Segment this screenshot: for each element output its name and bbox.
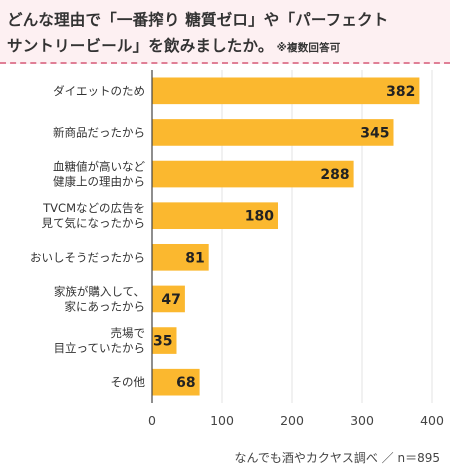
chart-title-line-1: どんな理由で「一番搾り 糖質ゼロ」や「パーフェクト — [7, 11, 389, 29]
category-label-6-line-2: 家にあったから — [65, 299, 146, 313]
bar-6 — [152, 285, 185, 313]
bar-2 — [152, 119, 394, 146]
category-label-7-line-1: 売場で — [111, 326, 146, 340]
category-label-3-line-1: 血糖値が高いなど — [53, 160, 145, 174]
bar-5 — [152, 243, 209, 271]
x-tick-label-300: 300 — [350, 413, 374, 428]
data-label-8: 68 — [176, 375, 195, 391]
chart-title-line-2-text: サントリービール」を飲みましたか。 — [7, 37, 274, 55]
data-label-3: 288 — [320, 167, 349, 183]
source-note: なんでも酒やカクヤス調べ ／ n＝895 — [234, 451, 440, 465]
data-label-4: 180 — [245, 209, 274, 225]
bar-3 — [152, 160, 354, 188]
x-tick-label-200: 200 — [280, 413, 304, 428]
category-label-5: おいしそうだったから — [30, 250, 145, 264]
category-label-7-line-2: 目立っていたから — [54, 341, 145, 355]
data-label-7: 35 — [153, 334, 172, 350]
bar-7 — [152, 327, 177, 354]
chart-title-banner: どんな理由で「一番搾り 糖質ゼロ」や「パーフェクト サントリービール」を飲みまし… — [0, 0, 450, 64]
data-label-2: 345 — [360, 125, 389, 141]
bar-1 — [152, 77, 420, 105]
category-label-3-line-2: 健康上の理由から — [53, 175, 145, 189]
multiple-answer-note: ※複数回答可 — [276, 42, 341, 54]
data-label-6: 47 — [161, 292, 180, 308]
data-label-1: 382 — [386, 84, 415, 100]
category-label-2: 新商品だったから — [53, 125, 145, 139]
category-label-1: ダイエットのため — [53, 84, 145, 98]
bar-8 — [152, 368, 200, 396]
data-label-5: 81 — [185, 250, 204, 266]
x-tick-label-400: 400 — [420, 413, 444, 428]
chart-title-line-2: サントリービール」を飲みましたか。 ※複数回答可 — [7, 34, 341, 56]
x-tick-label-0: 0 — [148, 413, 156, 428]
x-tick-label-100: 100 — [210, 413, 234, 428]
category-label-8: その他 — [111, 375, 146, 389]
category-label-4-line-1: TVCMなどの広告を — [42, 201, 145, 215]
bar-chart: 382 ダイエットのため 345 新商品だったから 288 血糖値が高いなど健康上の理由か… — [30, 70, 444, 428]
category-label-6-line-1: 家族が購入して、 — [54, 284, 145, 298]
category-label-4-line-2: 見て気になったから — [42, 216, 146, 230]
bar-4 — [152, 202, 278, 230]
